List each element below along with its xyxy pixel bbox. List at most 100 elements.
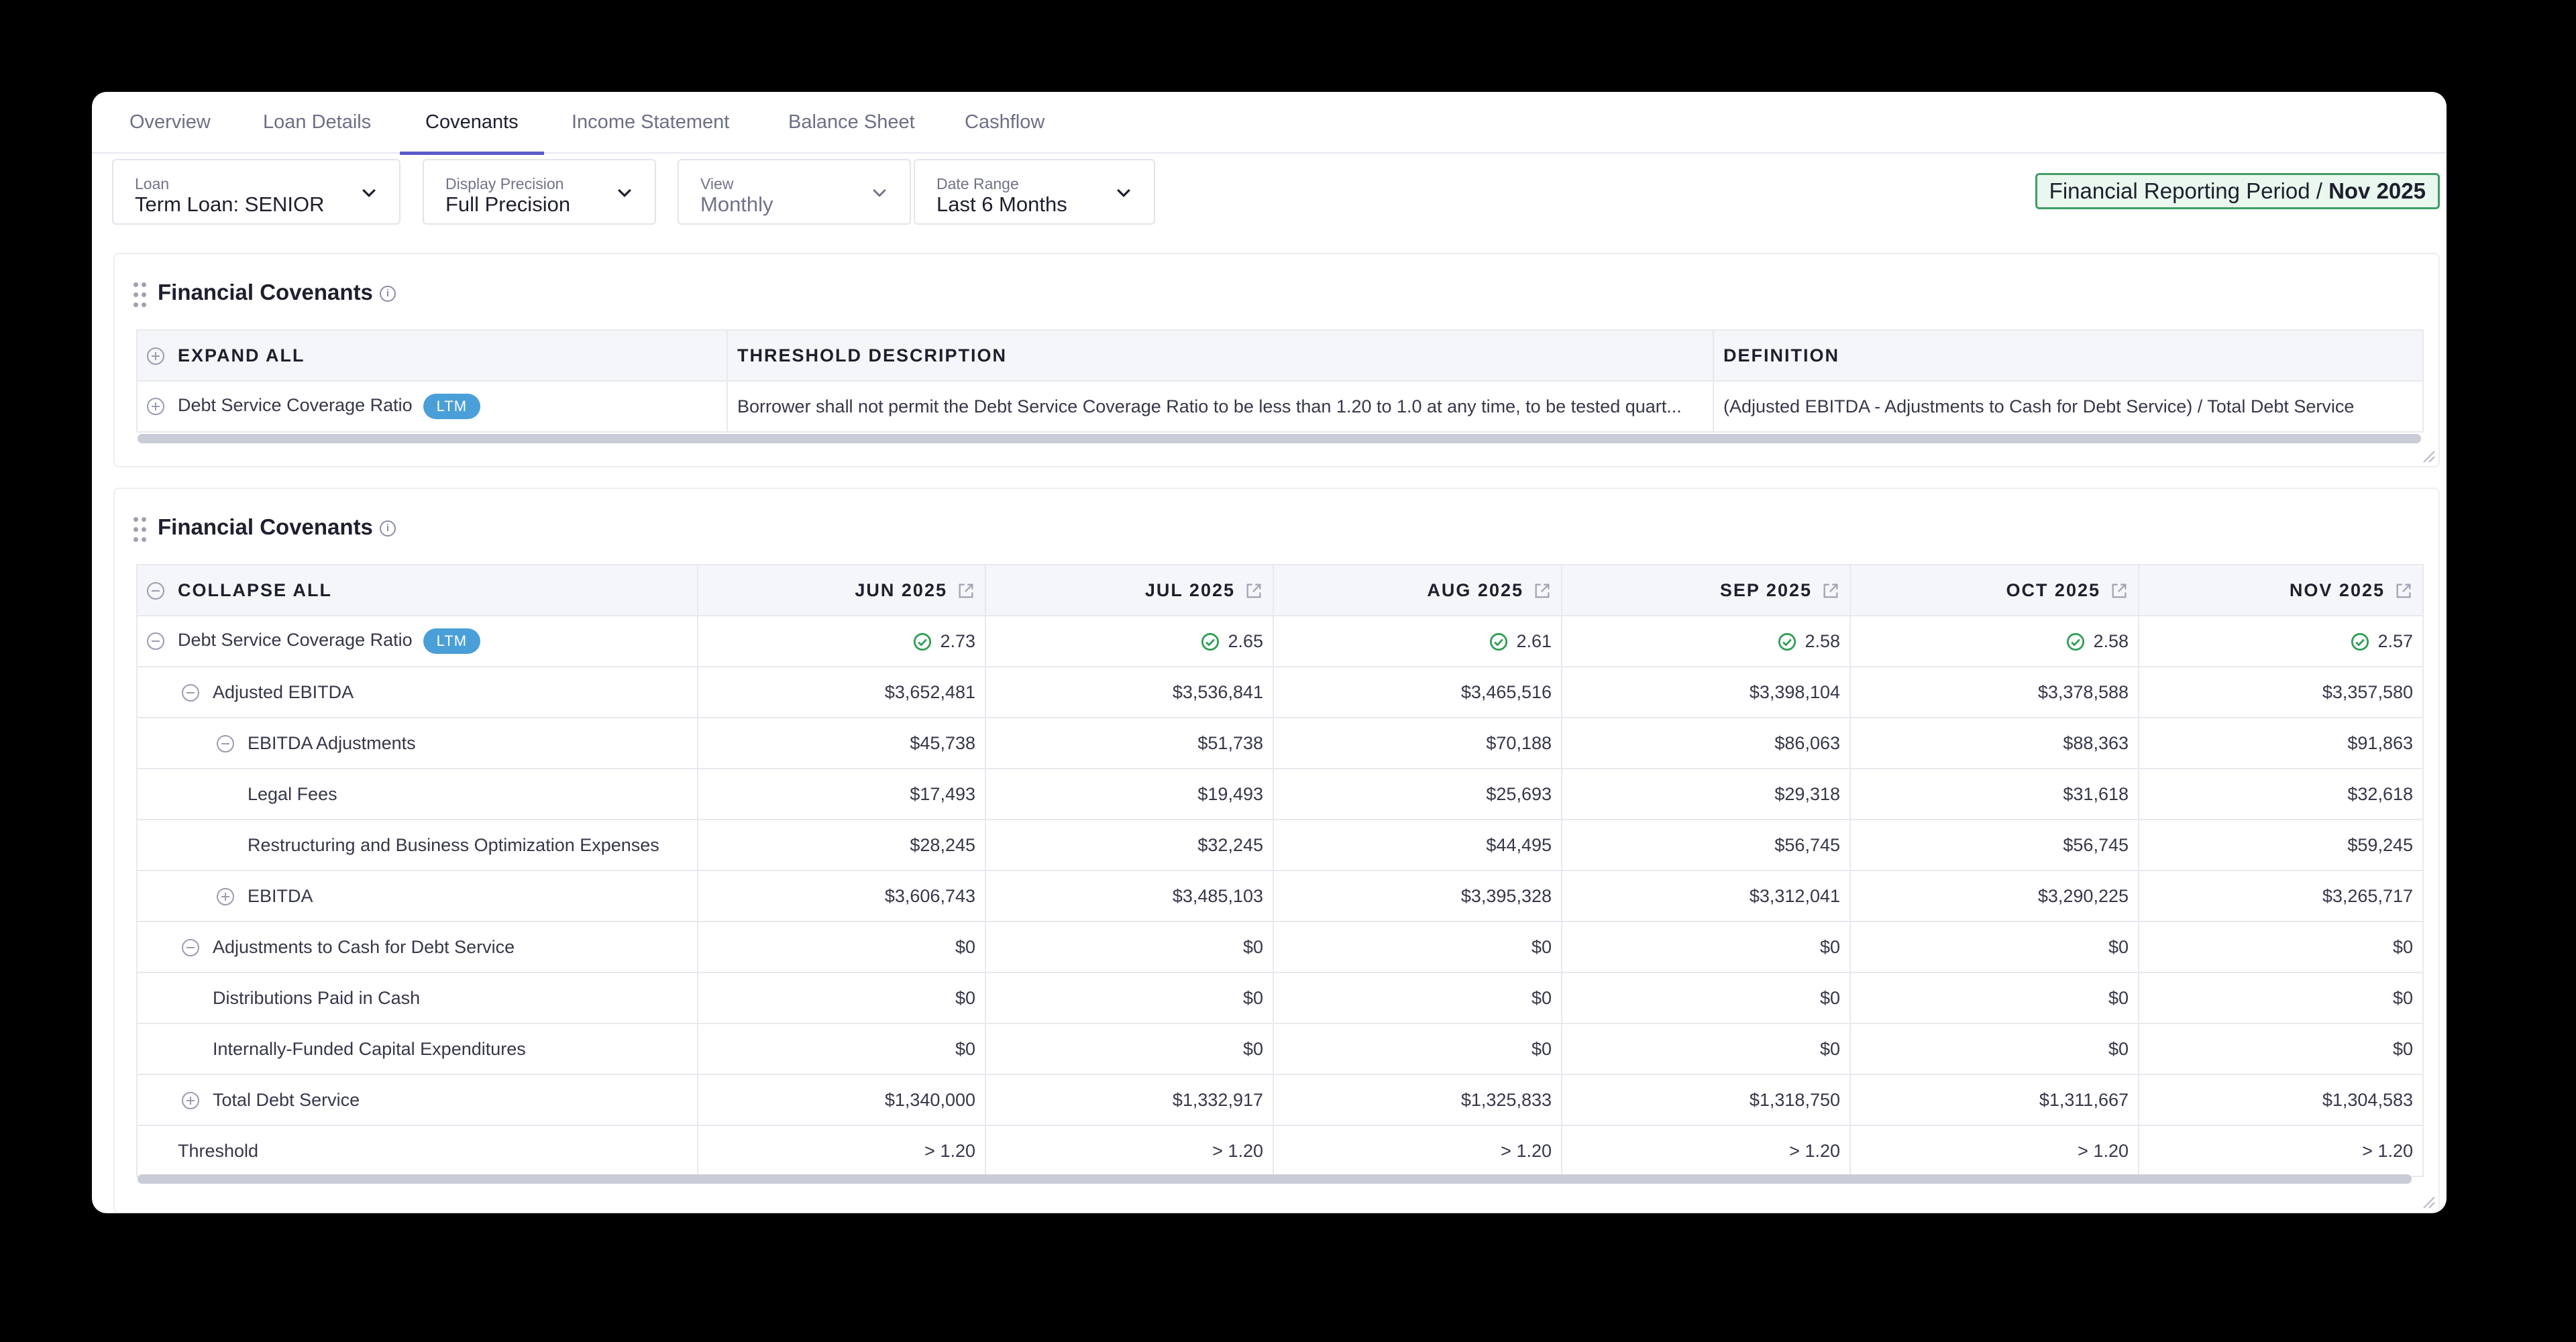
chevron-down-icon <box>618 188 631 198</box>
collapse-row-icon[interactable] <box>217 735 234 753</box>
row-label-cell: Distributions Paid in Cash <box>136 972 698 1024</box>
expand-all-header[interactable]: EXPAND ALL <box>136 329 728 382</box>
row-label-cell: Total Debt Service <box>136 1074 698 1126</box>
resize-handle-icon[interactable] <box>2420 1193 2436 1209</box>
table-row[interactable]: Total Debt Service $1,340,000 $1,332,917 $1… <box>136 1074 2424 1126</box>
value-cell: $3,398,104 <box>1561 666 1851 718</box>
definition-text: (Adjusted EBITDA - Adjustments to Cash f… <box>1713 380 2424 433</box>
table-row[interactable]: Adjusted EBITDA $3,652,481 $3,536,841 $3,46… <box>136 666 2424 718</box>
panel-title: Financial Covenants i <box>158 280 396 305</box>
collapse-all-header[interactable]: COLLAPSE ALL <box>136 564 698 616</box>
month-header[interactable]: JUN 2025 <box>697 564 986 616</box>
value-cell: $1,304,583 <box>2138 1074 2424 1126</box>
value-cell: $45,738 <box>697 717 986 769</box>
collapse-row-icon[interactable] <box>182 684 199 702</box>
table-row[interactable]: Threshold > 1.20 > 1.20 > 1.20 > 1.20 > 1.20 >… <box>136 1125 2424 1177</box>
collapse-row-icon[interactable] <box>182 939 199 957</box>
value-cell: $0 <box>697 1023 986 1075</box>
value-cell: $56,745 <box>1849 819 2139 871</box>
value-cell: $70,188 <box>1273 717 1562 769</box>
precision-select-label: Display Precision <box>445 175 564 192</box>
month-header[interactable]: JUL 2025 <box>985 564 1274 616</box>
resize-handle-icon[interactable] <box>2420 447 2436 463</box>
collapse-row-icon[interactable] <box>147 632 164 650</box>
table-row[interactable]: EBITDA $3,606,743 $3,485,103 $3,395,328 $3,3… <box>136 870 2424 922</box>
external-link-icon[interactable] <box>2110 581 2129 600</box>
value-cell: $88,363 <box>1849 717 2139 769</box>
external-link-icon[interactable] <box>1533 581 1552 600</box>
value-cell: > 1.20 <box>697 1125 986 1177</box>
value-cell: $3,312,041 <box>1561 870 1851 922</box>
threshold-description-header: THRESHOLD DESCRIPTION <box>727 329 1714 382</box>
value-cell: > 1.20 <box>1273 1125 1562 1177</box>
view-select[interactable]: View Monthly <box>678 159 911 225</box>
month-header[interactable]: SEP 2025 <box>1561 564 1851 616</box>
row-label-cell: Threshold <box>136 1125 698 1177</box>
reporting-period-badge: Financial Reporting Period / Nov 2025 <box>2035 173 2440 209</box>
value-cell: > 1.20 <box>985 1125 1274 1177</box>
info-icon[interactable]: i <box>379 286 396 302</box>
tab-overview[interactable]: Overview <box>129 111 211 133</box>
row-label: Adjustments to Cash for Debt Service <box>213 936 515 957</box>
tab-cashflow[interactable]: Cashflow <box>965 111 1045 133</box>
drag-handle-icon[interactable] <box>133 282 148 308</box>
table-row[interactable]: Restructuring and Business Optimization … <box>136 819 2424 871</box>
row-label: Debt Service Coverage Ratio <box>178 630 413 651</box>
tab-income-statement[interactable]: Income Statement <box>572 111 730 133</box>
drag-handle-icon[interactable] <box>133 517 148 543</box>
check-circle-icon <box>2351 633 2369 651</box>
value-cell: $3,606,743 <box>697 870 986 922</box>
check-circle-icon <box>2067 633 2085 651</box>
tab-balance-sheet[interactable]: Balance Sheet <box>788 111 915 133</box>
loan-select[interactable]: Loan Term Loan: SENIOR <box>112 159 400 225</box>
loan-select-value: Term Loan: SENIOR <box>135 192 325 216</box>
tab-covenants[interactable]: Covenants <box>400 92 544 155</box>
table-row[interactable]: Debt Service Coverage Ratio LTM 2.73 2.65 2.… <box>136 615 2424 667</box>
value-cell: 2.58 <box>1849 615 2139 667</box>
month-header[interactable]: NOV 2025 <box>2138 564 2424 616</box>
value-cell: $3,290,225 <box>1849 870 2139 922</box>
month-header[interactable]: AUG 2025 <box>1273 564 1562 616</box>
value-cell: $91,863 <box>2138 717 2424 769</box>
table-row[interactable]: Distributions Paid in Cash $0 $0 $0 $0 $0 $0 <box>136 972 2424 1024</box>
month-header[interactable]: OCT 2025 <box>1849 564 2139 616</box>
external-link-icon[interactable] <box>1244 581 1263 600</box>
table-row[interactable]: Debt Service Coverage Ratio LTM Borrower … <box>136 380 2424 433</box>
expand-row-icon[interactable] <box>182 1092 199 1110</box>
expand-row-icon[interactable] <box>217 888 234 906</box>
value-cell: $1,318,750 <box>1561 1074 1851 1126</box>
precision-select[interactable]: Display Precision Full Precision <box>423 159 656 225</box>
value-cell: $29,318 <box>1561 768 1851 820</box>
value-cell: $0 <box>1561 972 1851 1024</box>
check-circle-icon <box>1490 633 1508 651</box>
date-range-select[interactable]: Date Range Last 6 Months <box>914 159 1155 225</box>
period-value: Nov 2025 <box>2328 178 2426 203</box>
view-select-value: Monthly <box>700 192 773 216</box>
value-cell: $44,495 <box>1273 819 1562 871</box>
covenants-card: Overview Loan Details Covenants Income S… <box>92 92 2447 1213</box>
external-link-icon[interactable] <box>957 581 975 600</box>
external-link-icon[interactable] <box>2394 581 2413 600</box>
expand-icon[interactable] <box>147 347 164 366</box>
horizontal-scrollbar[interactable] <box>138 1174 2412 1184</box>
tab-loan-details[interactable]: Loan Details <box>263 111 372 133</box>
collapse-icon[interactable] <box>147 582 164 600</box>
period-prefix: Financial Reporting Period / <box>2049 178 2329 203</box>
expand-row-icon[interactable] <box>147 398 164 415</box>
external-link-icon[interactable] <box>1821 581 1840 600</box>
definitions-table: EXPAND ALL THRESHOLD DESCRIPTION DEFINIT… <box>136 329 2424 433</box>
ltm-badge: LTM <box>423 628 481 654</box>
table-row[interactable]: Legal Fees $17,493 $19,493 $25,693 $29,318 $3… <box>136 768 2424 820</box>
value-cell: $0 <box>985 1023 1274 1075</box>
value-cell: $3,378,588 <box>1849 666 2139 718</box>
row-label-cell: Adjusted EBITDA <box>136 666 698 718</box>
value-cell: $86,063 <box>1561 717 1851 769</box>
table-row[interactable]: Adjustments to Cash for Debt Service $0 $0… <box>136 921 2424 973</box>
table-row[interactable]: Internally-Funded Capital Expenditures $0… <box>136 1023 2424 1075</box>
table-row[interactable]: EBITDA Adjustments $45,738 $51,738 $70,188 $… <box>136 717 2424 769</box>
value-cell: $0 <box>1849 921 2139 973</box>
value-cell: $3,652,481 <box>697 666 986 718</box>
view-select-label: View <box>700 175 734 192</box>
info-icon[interactable]: i <box>379 520 396 537</box>
horizontal-scrollbar[interactable] <box>138 434 2421 443</box>
